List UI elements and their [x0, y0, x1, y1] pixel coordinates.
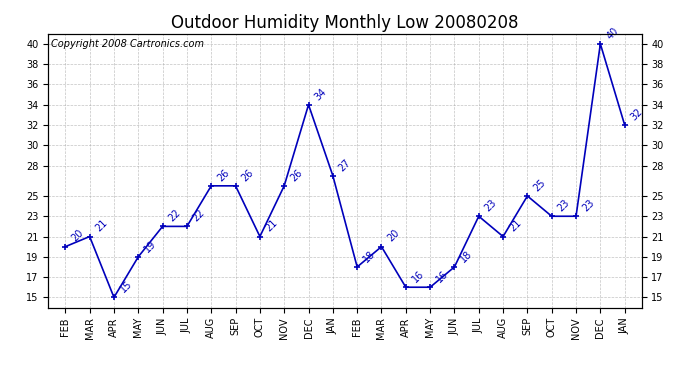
Text: 26: 26 [288, 167, 304, 183]
Text: 20: 20 [386, 228, 402, 244]
Text: 40: 40 [604, 26, 620, 41]
Text: 34: 34 [313, 86, 328, 102]
Text: 21: 21 [264, 218, 280, 234]
Text: 23: 23 [556, 198, 572, 213]
Text: 16: 16 [434, 269, 450, 285]
Text: 32: 32 [629, 106, 644, 122]
Text: 21: 21 [94, 218, 110, 234]
Text: 19: 19 [142, 238, 158, 254]
Text: 22: 22 [191, 208, 207, 224]
Text: 26: 26 [239, 167, 255, 183]
Text: 23: 23 [580, 198, 596, 213]
Text: 18: 18 [362, 248, 377, 264]
Text: 15: 15 [118, 279, 134, 295]
Text: 18: 18 [459, 248, 474, 264]
Text: 21: 21 [507, 218, 523, 234]
Text: 22: 22 [167, 208, 183, 224]
Text: 25: 25 [531, 177, 547, 193]
Text: 26: 26 [215, 167, 231, 183]
Text: Copyright 2008 Cartronics.com: Copyright 2008 Cartronics.com [51, 39, 204, 49]
Text: 23: 23 [483, 198, 499, 213]
Text: 27: 27 [337, 157, 353, 173]
Text: 16: 16 [410, 269, 426, 285]
Title: Outdoor Humidity Monthly Low 20080208: Outdoor Humidity Monthly Low 20080208 [171, 14, 519, 32]
Text: 20: 20 [70, 228, 86, 244]
